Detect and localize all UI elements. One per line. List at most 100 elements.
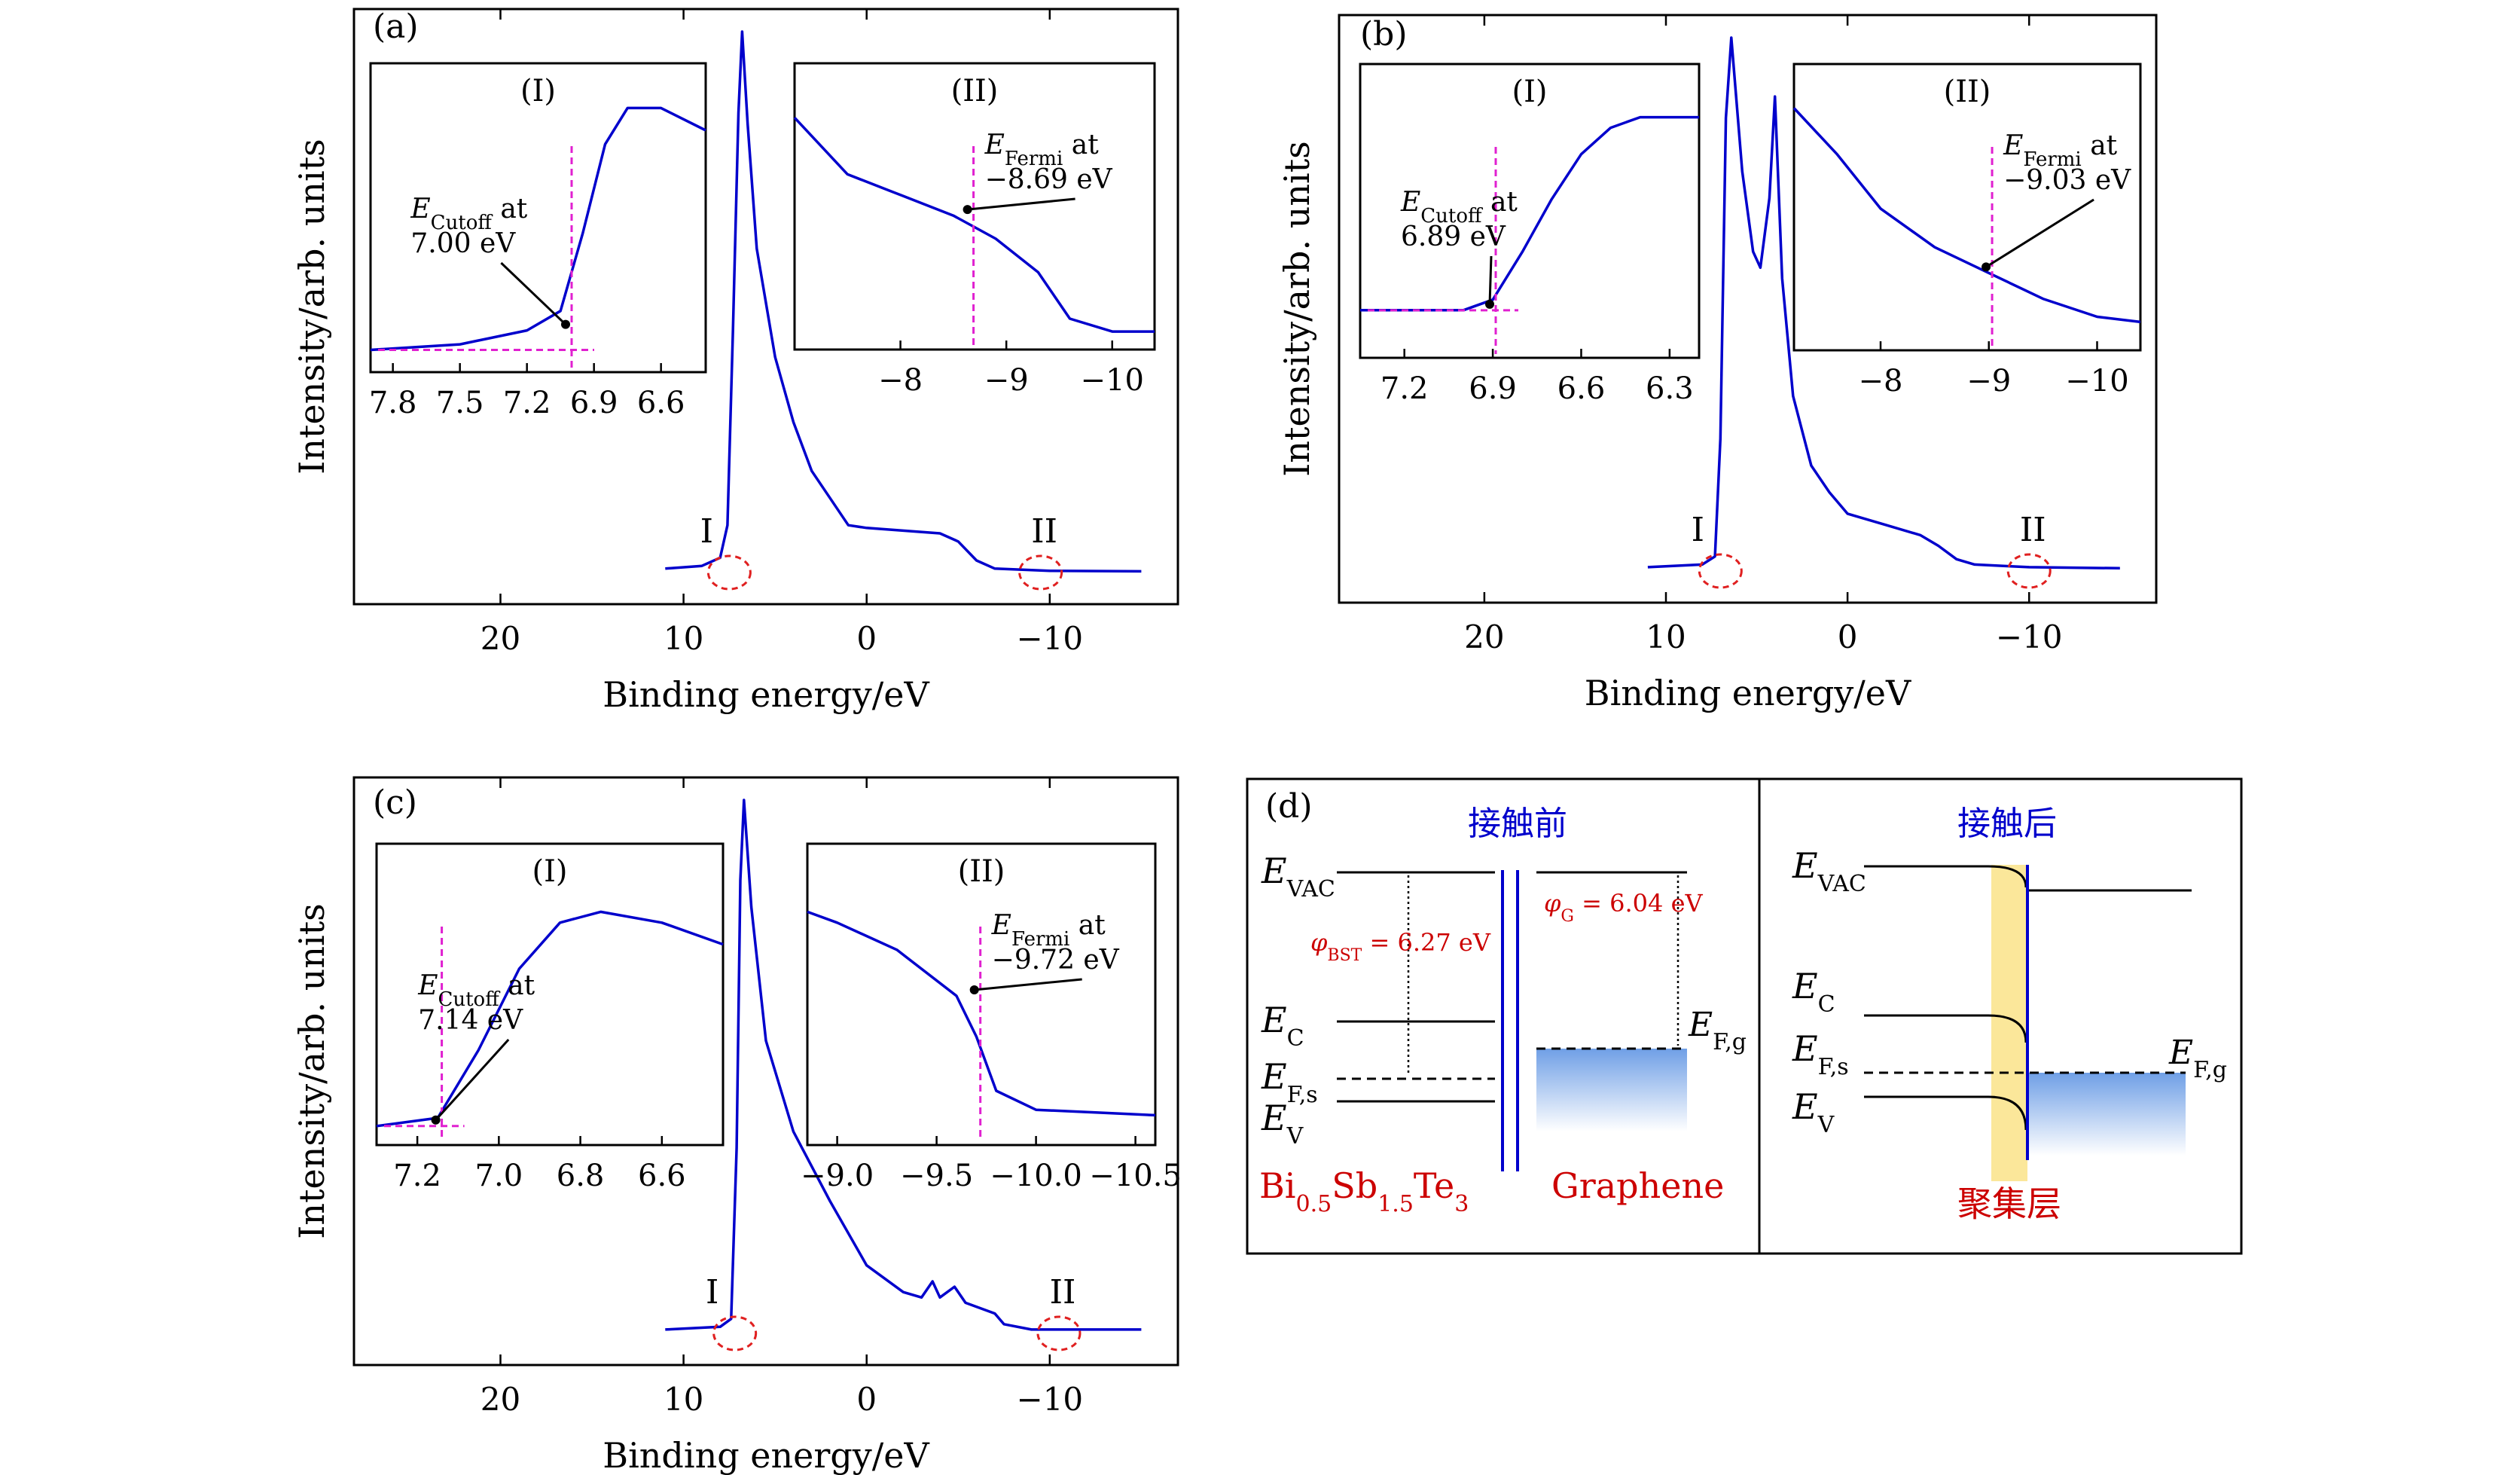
region-label: I bbox=[700, 512, 713, 551]
plot-frame bbox=[352, 776, 1179, 1367]
spectrum-line bbox=[1647, 36, 2120, 570]
conduction-level-bent bbox=[1864, 1014, 2027, 1043]
region-label: II bbox=[1050, 1273, 1076, 1312]
inset-title: (I) bbox=[532, 854, 567, 889]
x-axis-label: Binding energy/eV bbox=[603, 674, 929, 715]
inset-tick-label: −10 bbox=[2065, 364, 2128, 399]
annotation-label: ECutoff at bbox=[417, 970, 535, 1011]
inset: (I) 7.2 6.9 6.6 6.3 ECutoff at6.89 eV bbox=[1359, 63, 1701, 406]
inset-title: (I) bbox=[520, 74, 556, 108]
region-circle bbox=[2006, 553, 2052, 589]
panel-label: (b) bbox=[1360, 15, 1408, 53]
inset-tick-label: 6.6 bbox=[1557, 371, 1606, 406]
plot-frame bbox=[1338, 14, 2158, 604]
annotation-arrow bbox=[974, 978, 1082, 991]
graphene-fill bbox=[2027, 1073, 2186, 1156]
x-tick-label: 10 bbox=[664, 620, 703, 657]
level-label-before: EV bbox=[1261, 1098, 1304, 1150]
x-tick-label: 0 bbox=[1838, 618, 1858, 655]
level-label-after: EV bbox=[1792, 1086, 1835, 1138]
inset-tick-label: 6.9 bbox=[570, 386, 618, 420]
inset-tick-label: 6.6 bbox=[637, 386, 685, 420]
phi-g-label: φG = 6.04 eV bbox=[1544, 889, 1704, 926]
x-axis-label: Binding energy/eV bbox=[603, 1435, 929, 1475]
x-tick-label: 0 bbox=[856, 1381, 877, 1418]
x-tick-label: −10 bbox=[1017, 620, 1084, 657]
inset-tick-label: −9.0 bbox=[801, 1159, 874, 1193]
inset-title: (I) bbox=[1512, 75, 1547, 109]
annotation-arrow bbox=[435, 1038, 510, 1121]
annotation-value: 6.89 eV bbox=[1401, 221, 1506, 252]
diagram-frame bbox=[1246, 777, 2243, 1255]
inset: (II) −8 −9 −10 EFermi at−9.03 eV bbox=[1792, 63, 2142, 399]
accumulation-layer bbox=[1991, 865, 2027, 1181]
region-label: I bbox=[1692, 511, 1704, 549]
chart-panel: 20 10 0 −10 Binding energy/eV Intensity/arb. … bbox=[291, 8, 1179, 715]
inset-tick-label: 7.2 bbox=[393, 1159, 441, 1193]
valence-level-bent bbox=[1864, 1095, 2027, 1131]
annotation-label: EFermi at bbox=[984, 130, 1100, 170]
inset-tick-label: 7.2 bbox=[1381, 371, 1429, 406]
inset-tick-label: 7.8 bbox=[369, 386, 417, 420]
inset-curve bbox=[1792, 107, 2141, 324]
region-circle bbox=[1698, 553, 1743, 589]
panel-label: (c) bbox=[373, 783, 417, 822]
region-label: II bbox=[2020, 511, 2046, 549]
annotation-value: −9.03 eV bbox=[2003, 165, 2131, 196]
annotation-value: −9.72 eV bbox=[992, 945, 1120, 976]
panel-label: (d) bbox=[1265, 787, 1313, 826]
x-tick-label: 20 bbox=[481, 1381, 520, 1418]
level-label-after: EVAC bbox=[1792, 845, 1866, 897]
chart-panel: 20 10 0 −10 Binding energy/eV Intensity/arb. … bbox=[1277, 14, 2158, 713]
inset-tick-label: −10.5 bbox=[1089, 1159, 1182, 1193]
inset-frame bbox=[1359, 63, 1701, 359]
x-tick-label: −10 bbox=[1017, 1381, 1084, 1418]
graphene-fill bbox=[1536, 1049, 1687, 1131]
inset: (II) −9.0 −9.5 −10.0 −10.5 EFermi at−9.72 eV bbox=[801, 842, 1182, 1193]
chart-panel: 20 10 0 −10 Binding energy/eV Intensity/arb. … bbox=[291, 776, 1182, 1475]
arrow-head bbox=[1485, 299, 1494, 309]
annotation-label: ECutoff at bbox=[410, 194, 527, 234]
level-label-before: EVAC bbox=[1261, 850, 1335, 902]
arrow-head bbox=[431, 1115, 441, 1125]
inset-tick-label: −9 bbox=[1966, 364, 2011, 399]
inset-tick-label: −10 bbox=[1081, 363, 1144, 398]
region-circle bbox=[706, 554, 752, 591]
inset-tick-label: 6.9 bbox=[1469, 371, 1517, 406]
plot-frame bbox=[352, 8, 1179, 606]
x-tick-label: 20 bbox=[1464, 618, 1504, 655]
level-label-after: EC bbox=[1792, 966, 1835, 1018]
inset: (I) 7.8 7.5 7.2 6.9 6.6 ECutoff at7.00 eV bbox=[369, 62, 707, 420]
inset-tick-label: 6.6 bbox=[638, 1159, 686, 1193]
level-label-before: EC bbox=[1261, 1000, 1304, 1052]
annotation-label: EFermi at bbox=[991, 910, 1106, 951]
y-axis-label: Intensity/arb. units bbox=[1277, 141, 1317, 477]
inset-title: (II) bbox=[1944, 75, 1991, 109]
arrow-head bbox=[969, 985, 979, 994]
annotation-label: ECutoff at bbox=[1400, 187, 1518, 228]
region-circle bbox=[1018, 554, 1063, 591]
annotation-value: −8.69 eV bbox=[985, 164, 1113, 195]
annotation-arrow bbox=[1488, 255, 1493, 304]
inset-tick-label: 6.3 bbox=[1646, 371, 1694, 406]
annotation-arrow bbox=[1985, 198, 2094, 268]
x-tick-label: 10 bbox=[1646, 618, 1686, 655]
x-tick-label: 0 bbox=[856, 620, 877, 657]
annotation-value: 7.14 eV bbox=[418, 1005, 523, 1036]
y-axis-label: Intensity/arb. units bbox=[291, 139, 332, 475]
x-tick-label: 20 bbox=[481, 620, 520, 657]
inset-curve bbox=[370, 106, 706, 352]
spectrum-line bbox=[665, 799, 1142, 1331]
region-label: I bbox=[706, 1273, 718, 1312]
region-circle bbox=[712, 1315, 758, 1351]
region-circle bbox=[1036, 1315, 1082, 1351]
panel-label: (a) bbox=[373, 8, 419, 46]
material-right: Graphene bbox=[1551, 1165, 1724, 1206]
phi-bst-label: φBST = 6.27 eV bbox=[1310, 928, 1491, 965]
material-left: Bi0.5Sb1.5Te3 bbox=[1259, 1165, 1469, 1217]
x-tick-label: 10 bbox=[664, 1381, 703, 1418]
inset-tick-label: 6.8 bbox=[557, 1159, 605, 1193]
inset-tick-label: −9 bbox=[984, 363, 1029, 398]
annotation-label: EFermi at bbox=[2003, 130, 2118, 171]
